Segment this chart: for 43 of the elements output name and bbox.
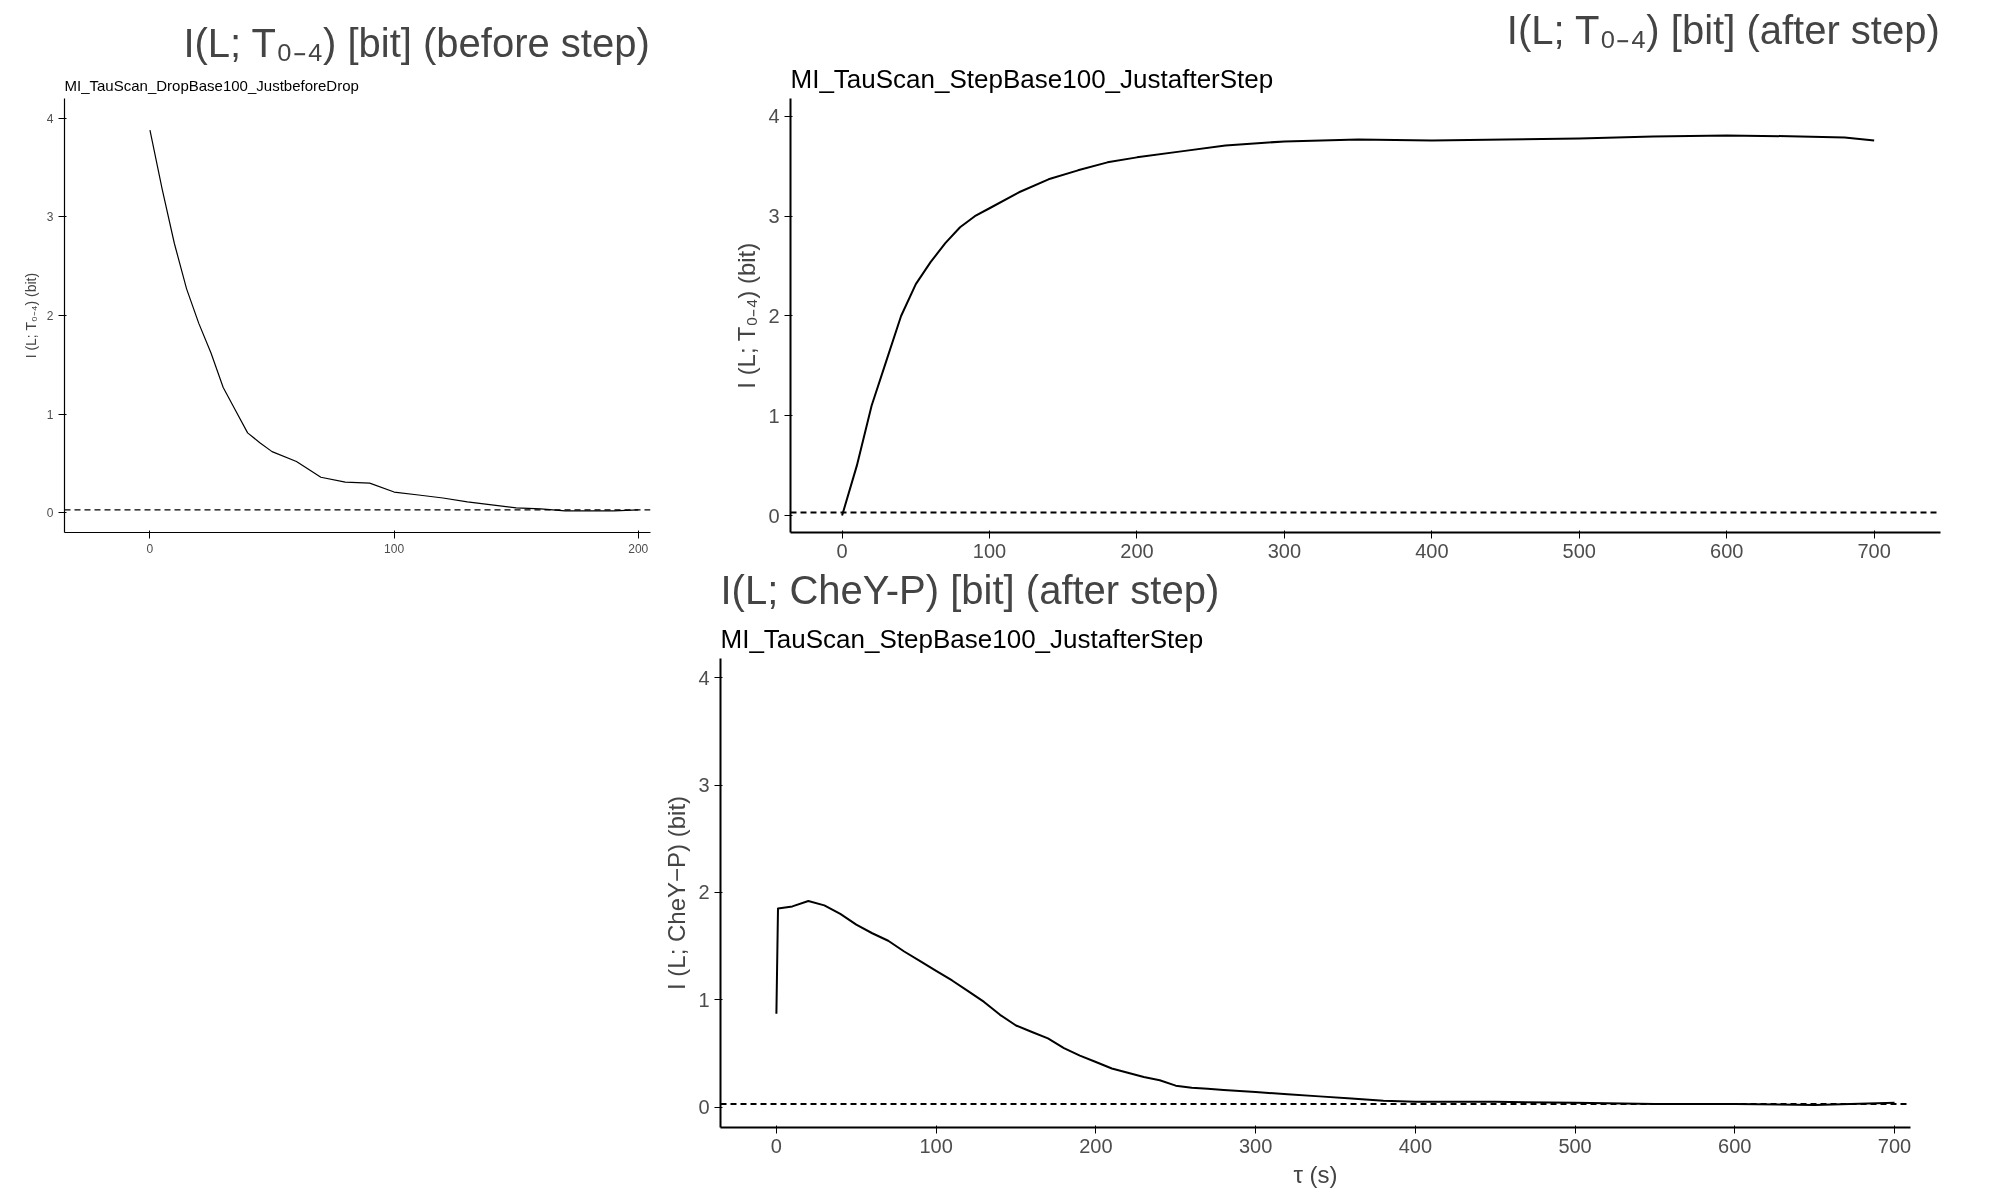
x-tick-label: 400 xyxy=(1415,539,1449,562)
y-axis-title: I (L; CheY−P) (bit) xyxy=(663,795,691,991)
x-tick-label: 600 xyxy=(1710,539,1744,562)
x-tick-label: 200 xyxy=(1079,1134,1113,1157)
x-tick-label: 0 xyxy=(836,539,848,562)
text: I(L; CheY-P) [bit] (after step) xyxy=(720,567,1220,612)
x-tick-label: 500 xyxy=(1558,1134,1592,1157)
x-tick-label: 700 xyxy=(1857,539,1891,562)
y-tick-label: 0 xyxy=(698,1096,710,1119)
x-tick-label: 200 xyxy=(1120,539,1154,562)
y-tick-label: 2 xyxy=(698,881,710,904)
y-tick-label: 1 xyxy=(768,404,780,427)
y-tick-label: 3 xyxy=(768,205,780,228)
y-axis-title: I (L; T₀₋₄) (bit) xyxy=(22,272,39,359)
x-tick-label: 500 xyxy=(1562,539,1596,562)
y-tick-label: 3 xyxy=(46,210,54,225)
y-tick-label: 0 xyxy=(768,504,780,527)
y-tick-label: 2 xyxy=(768,305,780,327)
text: I(L; T₀₋₄) [bit] (after step) xyxy=(1506,7,1940,52)
chart-title: MI_TauScan_DropBase100_JustbeforeDrop xyxy=(64,76,359,94)
x-axis-title: τ (s) xyxy=(1293,1160,1338,1188)
y-axis-title: I (L; T₀₋₄) (bit) xyxy=(733,242,761,389)
x-tick-label: 100 xyxy=(384,541,405,556)
x-tick-label: 400 xyxy=(1398,1134,1433,1157)
chart-title: MI_TauScan_StepBase100_JustafterStep xyxy=(790,63,1274,94)
y-tick-label: 1 xyxy=(698,988,710,1011)
x-tick-label: 100 xyxy=(919,1134,953,1157)
y-tick-label: 4 xyxy=(768,105,780,128)
x-tick-label: 700 xyxy=(1877,1134,1912,1157)
x-tick-label: 300 xyxy=(1267,539,1302,562)
y-tick-label: 0 xyxy=(46,506,54,521)
y-tick-label: 2 xyxy=(46,309,54,323)
x-tick-label: 200 xyxy=(628,541,649,556)
y-tick-label: 3 xyxy=(698,774,710,797)
x-tick-label: 300 xyxy=(1238,1134,1273,1157)
x-tick-label: 600 xyxy=(1718,1134,1752,1157)
y-tick-label: 4 xyxy=(698,666,710,689)
x-tick-label: 100 xyxy=(972,539,1007,562)
y-tick-label: 1 xyxy=(46,407,54,422)
y-tick-label: 4 xyxy=(46,111,54,126)
chart-title: MI_TauScan_StepBase100_JustafterStep xyxy=(720,623,1204,654)
text: I(L; T₀₋₄) [bit] (before step) xyxy=(183,20,650,65)
x-tick-label: 0 xyxy=(146,541,154,556)
